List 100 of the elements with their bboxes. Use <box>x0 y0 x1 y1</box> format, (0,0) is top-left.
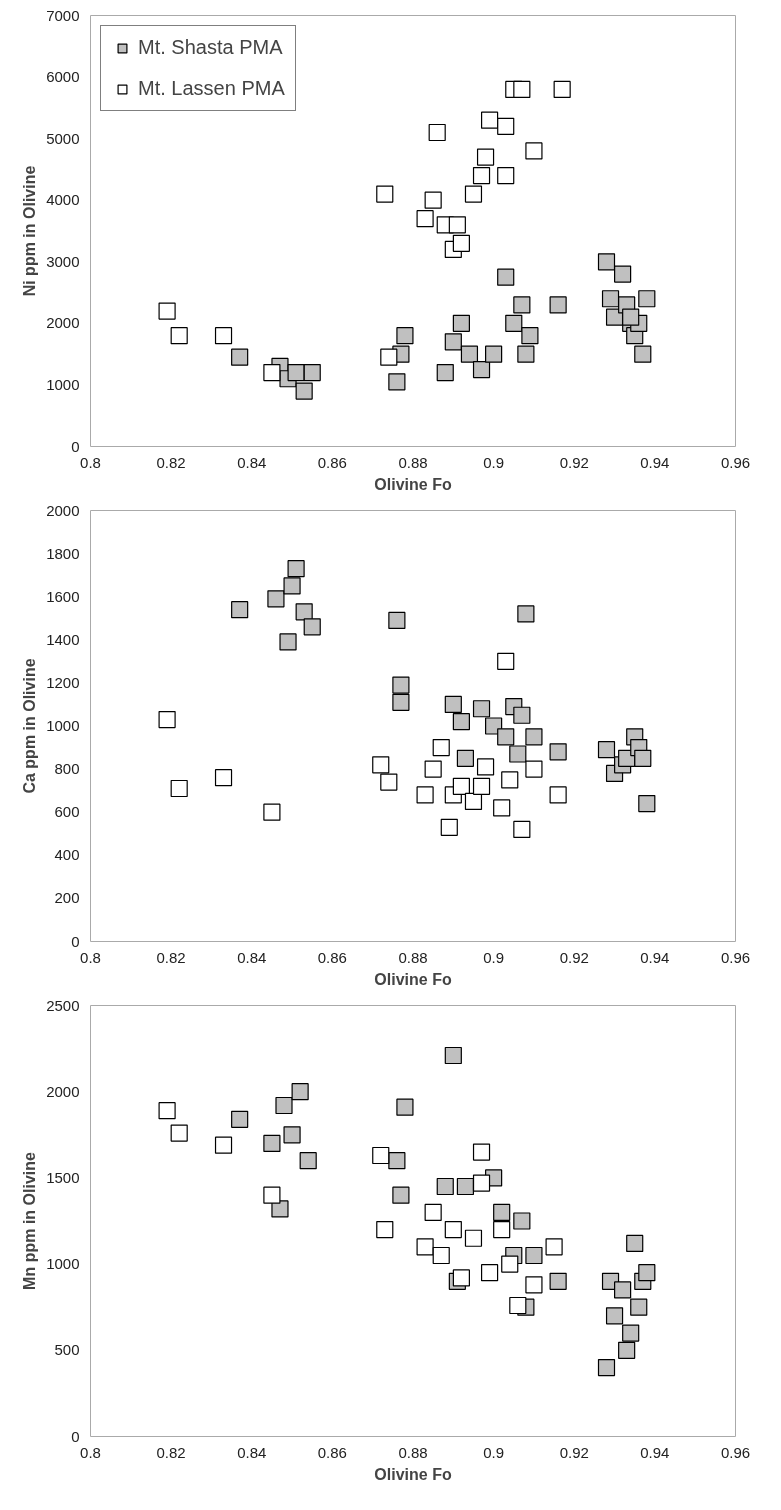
point <box>597 253 616 271</box>
point <box>456 749 475 767</box>
point <box>517 345 535 363</box>
point <box>472 166 491 185</box>
point <box>444 695 462 714</box>
point <box>513 1212 531 1230</box>
point <box>517 605 535 623</box>
point <box>231 348 249 366</box>
point <box>476 148 495 166</box>
x-tick-label: 0.96 <box>720 948 751 966</box>
point <box>396 327 414 345</box>
x-tick-label: 0.92 <box>559 948 589 966</box>
x-axis-title: Olivine Fo <box>374 970 452 988</box>
point <box>392 693 410 711</box>
point <box>630 1298 648 1316</box>
point <box>295 603 313 621</box>
point <box>614 265 632 283</box>
x-tick-label: 0.9 <box>483 453 505 471</box>
point <box>497 268 515 286</box>
point <box>283 577 301 595</box>
point <box>303 364 321 382</box>
x-tick-label: 0.88 <box>398 1443 428 1461</box>
x-tick-label: 0.84 <box>237 453 267 471</box>
y-tick-label: 0 <box>71 932 80 950</box>
y-tick-label: 3000 <box>46 252 80 270</box>
point <box>638 1264 656 1282</box>
point <box>392 676 410 694</box>
point <box>444 1046 462 1065</box>
point <box>456 1177 475 1196</box>
y-tick-label: 1500 <box>46 1168 80 1186</box>
x-tick-label: 0.82 <box>156 453 186 471</box>
y-tick-label: 500 <box>54 1341 80 1359</box>
y-tick-label: 1000 <box>46 375 80 393</box>
point <box>509 1296 527 1315</box>
point <box>597 741 616 759</box>
point <box>263 364 281 382</box>
point <box>509 745 527 763</box>
point <box>472 1174 491 1192</box>
point <box>231 1110 249 1128</box>
point <box>392 1186 410 1204</box>
point <box>493 1203 511 1221</box>
point <box>267 590 285 608</box>
y-tick-label: 2000 <box>46 501 80 519</box>
point <box>283 1126 301 1144</box>
point <box>472 700 491 718</box>
y-axis-title: Ni ppm in Olivine <box>21 165 39 297</box>
y-tick-label: 1800 <box>46 544 80 562</box>
point <box>303 618 321 636</box>
point <box>291 1083 309 1101</box>
point <box>549 1272 567 1290</box>
y-tick-label: 2000 <box>46 314 80 332</box>
x-tick-label: 0.92 <box>559 453 589 471</box>
point <box>525 1246 543 1265</box>
point <box>472 360 491 379</box>
y-tick-label: 400 <box>54 846 80 864</box>
point <box>525 728 543 746</box>
point <box>214 769 233 787</box>
x-tick-label: 0.9 <box>483 1443 505 1461</box>
x-tick-label: 0.94 <box>640 948 670 966</box>
x-tick-label: 0.9 <box>483 948 505 966</box>
point <box>476 758 495 776</box>
point <box>497 728 515 746</box>
y-tick-label: 5000 <box>46 129 80 147</box>
point <box>638 290 656 308</box>
point <box>601 290 620 308</box>
x-tick-label: 0.8 <box>80 948 101 966</box>
point <box>388 373 406 391</box>
point <box>436 1177 454 1196</box>
x-tick-label: 0.94 <box>640 453 670 471</box>
x-tick-label: 0.8 <box>80 453 101 471</box>
point <box>263 1134 281 1153</box>
point <box>472 777 491 795</box>
x-tick-label: 0.84 <box>237 1443 267 1461</box>
x-axis-title: Olivine Fo <box>374 475 452 493</box>
point <box>618 1341 636 1359</box>
y-tick-label: 6000 <box>46 68 80 86</box>
point <box>464 185 483 203</box>
point <box>513 706 531 724</box>
x-tick-label: 0.96 <box>720 453 751 471</box>
point <box>299 1152 317 1170</box>
x-tick-label: 0.8 <box>80 1443 101 1461</box>
point <box>513 296 531 314</box>
point <box>634 345 652 363</box>
point <box>214 327 233 345</box>
y-tick-label: 1000 <box>46 717 80 734</box>
point <box>622 1324 640 1342</box>
point <box>460 345 479 363</box>
x-tick-label: 0.88 <box>398 453 428 471</box>
y-tick-label: 200 <box>54 889 80 907</box>
point <box>614 1281 632 1299</box>
point <box>279 633 297 651</box>
x-tick-label: 0.86 <box>317 1443 347 1461</box>
point <box>396 1098 414 1116</box>
y-tick-label: 4000 <box>46 191 80 209</box>
point <box>452 314 470 332</box>
point <box>444 333 462 351</box>
point <box>231 601 249 619</box>
y-tick-label: 1200 <box>46 673 80 691</box>
y-axis-title: Ca ppm in Olivine <box>21 658 39 794</box>
y-tick-label: 0 <box>71 437 80 455</box>
